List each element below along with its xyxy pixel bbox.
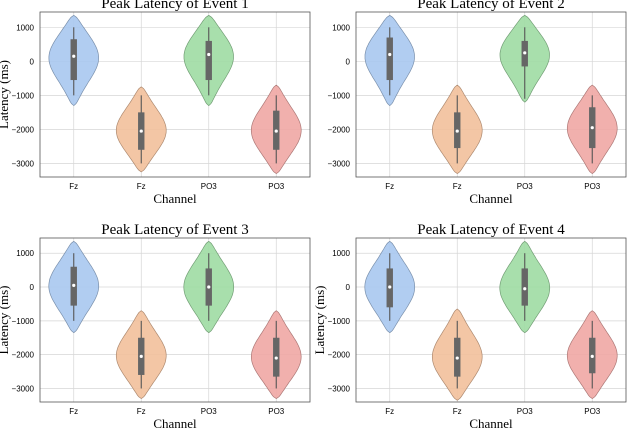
plot-frame bbox=[39, 237, 311, 403]
y-tick-label: −1000 bbox=[12, 317, 35, 326]
chart-title: Peak Latency of Event 2 bbox=[417, 0, 564, 12]
x-axis-label: Channel bbox=[153, 416, 197, 431]
median-marker bbox=[455, 356, 459, 360]
y-tick-label: −2000 bbox=[12, 351, 35, 360]
median-marker bbox=[523, 287, 527, 291]
subplot-1: Fz Fz PO3 PO3 1000 0 −1000 −2000 −3000 Peak Laten… bbox=[0, 0, 311, 206]
x-tick-label: PO3 bbox=[201, 182, 218, 191]
median-marker bbox=[590, 354, 594, 358]
iqr-box bbox=[386, 37, 393, 81]
y-tick-label: 1000 bbox=[332, 249, 350, 258]
x-tick-label: Fz bbox=[137, 407, 146, 416]
median-marker bbox=[388, 285, 392, 289]
x-tick-label: PO3 bbox=[201, 407, 218, 416]
y-tick-label: −3000 bbox=[328, 159, 351, 168]
y-axis-label: Latency (ms) bbox=[0, 60, 11, 129]
subplot-2: Fz Fz PO3 PO3 1000 0 −1000 −2000 −3000 Peak Laten… bbox=[328, 0, 627, 206]
median-marker bbox=[139, 354, 143, 358]
iqr-box bbox=[70, 39, 77, 81]
x-tick-label: Fz bbox=[137, 182, 146, 191]
x-tick-label: Fz bbox=[69, 407, 78, 416]
y-tick-label: −3000 bbox=[328, 384, 351, 393]
y-tick-label: 0 bbox=[346, 57, 351, 66]
median-marker bbox=[139, 129, 143, 133]
y-tick-label: 0 bbox=[346, 283, 351, 292]
chart-title: Peak Latency of Event 4 bbox=[417, 222, 565, 238]
y-tick-label: −2000 bbox=[328, 125, 351, 134]
chart-title: Peak Latency of Event 3 bbox=[101, 222, 248, 238]
median-marker bbox=[72, 54, 76, 58]
y-axis-label: Latency (ms) bbox=[0, 286, 11, 355]
y-tick-label: −1000 bbox=[328, 91, 351, 100]
y-tick-label: −1000 bbox=[328, 317, 351, 326]
chart-title: Peak Latency of Event 1 bbox=[101, 0, 248, 12]
y-tick-label: 0 bbox=[30, 283, 35, 292]
y-tick-label: −2000 bbox=[12, 125, 35, 134]
median-marker bbox=[388, 52, 392, 57]
median-marker bbox=[207, 285, 211, 289]
x-tick-label: Fz bbox=[453, 182, 462, 191]
x-tick-label: PO3 bbox=[584, 182, 601, 191]
median-marker bbox=[274, 356, 278, 360]
x-axis-label: Channel bbox=[469, 416, 513, 431]
y-axis-label: Latency (ms) bbox=[312, 286, 327, 355]
x-axis-label: Channel bbox=[469, 191, 513, 206]
median-marker bbox=[207, 52, 211, 57]
y-tick-label: −2000 bbox=[328, 351, 351, 360]
median-marker bbox=[274, 129, 278, 133]
median-marker bbox=[72, 283, 76, 287]
median-marker bbox=[455, 129, 459, 133]
plot-frame bbox=[355, 11, 627, 178]
y-tick-label: 1000 bbox=[332, 23, 350, 32]
x-tick-label: Fz bbox=[385, 182, 394, 191]
plot-frame bbox=[355, 237, 627, 403]
x-tick-label: PO3 bbox=[268, 182, 285, 191]
x-tick-label: PO3 bbox=[584, 407, 601, 416]
x-tick-label: PO3 bbox=[517, 182, 534, 191]
x-tick-label: Fz bbox=[385, 407, 394, 416]
subplot-3: Fz Fz PO3 PO3 1000 0 −1000 −2000 −3000 Peak Laten… bbox=[0, 222, 311, 431]
x-tick-label: Fz bbox=[69, 182, 78, 191]
median-marker bbox=[523, 51, 527, 55]
iqr-box bbox=[205, 40, 212, 81]
x-tick-label: PO3 bbox=[517, 407, 534, 416]
x-axis-label: Channel bbox=[153, 191, 197, 206]
y-tick-label: −3000 bbox=[12, 384, 35, 393]
y-tick-label: −1000 bbox=[12, 91, 35, 100]
median-marker bbox=[590, 126, 594, 130]
iqr-box bbox=[521, 268, 528, 306]
y-tick-label: 1000 bbox=[16, 249, 34, 258]
y-tick-label: 1000 bbox=[16, 23, 34, 32]
x-tick-label: PO3 bbox=[268, 407, 285, 416]
plot-frame bbox=[39, 11, 311, 178]
x-tick-label: Fz bbox=[453, 407, 462, 416]
y-tick-label: −3000 bbox=[12, 159, 35, 168]
subplot-4: Fz Fz PO3 PO3 1000 0 −1000 −2000 −3000 Peak Laten… bbox=[312, 222, 627, 431]
y-tick-label: 0 bbox=[30, 57, 35, 66]
